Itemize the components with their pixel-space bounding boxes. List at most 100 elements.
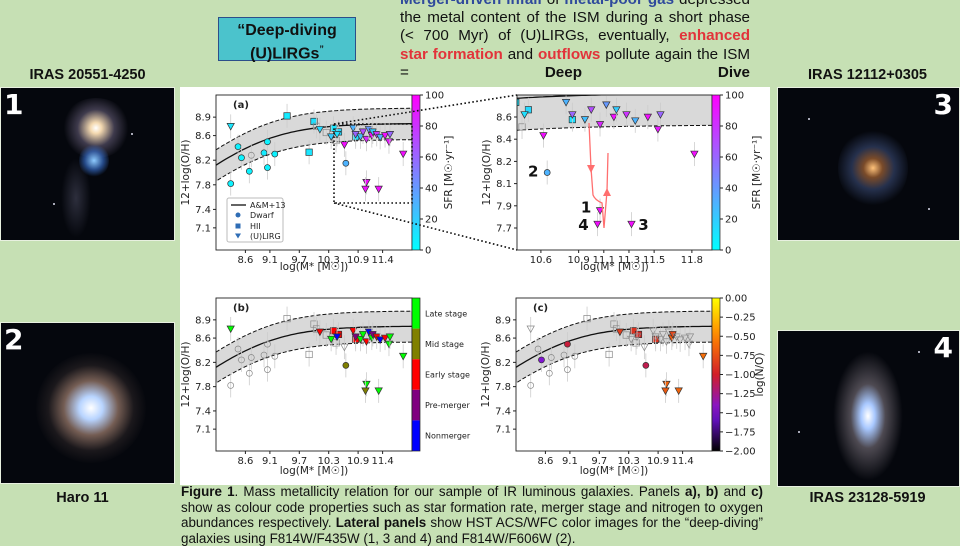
x-tick-label: 10.3 xyxy=(318,255,340,266)
galaxy-image-4: 4 xyxy=(777,330,960,487)
y-tick-label: 8.6 xyxy=(195,131,211,142)
colorbar-tick-label: 0 xyxy=(725,246,731,257)
data-point-ulirg xyxy=(602,101,611,110)
y-tick-label: 7.7 xyxy=(496,224,512,235)
intro-text: depressed the metal content of the ISM d… xyxy=(400,0,750,45)
data-point-ulirg xyxy=(248,96,255,103)
data-point-dwarf xyxy=(234,143,242,151)
y-tick-label: 8.9 xyxy=(495,315,511,326)
y-tick-label: 8.6 xyxy=(195,334,211,345)
x-axis-label: log(M* [M☉]) xyxy=(580,465,649,477)
caption-panels-ab: a), b) xyxy=(684,484,719,499)
deep-diver-label: 3 xyxy=(638,216,648,234)
data-point-ulirg xyxy=(661,387,670,396)
colorbar-tick-label: −0.25 xyxy=(725,313,756,324)
data-point-ulirg xyxy=(593,220,602,229)
data-point-ulirg xyxy=(315,126,325,134)
data-point-ulirg xyxy=(356,335,365,344)
colorbar-tick-label: −2.00 xyxy=(725,447,756,458)
caption-figure-label: Figure 1 xyxy=(181,484,235,499)
data-point-dwarf xyxy=(534,345,542,353)
lower-scatter-line xyxy=(516,341,712,384)
data-point-ulirg xyxy=(658,331,668,339)
data-point-hii xyxy=(524,106,532,114)
colorbar-tick-label: 40 xyxy=(725,184,738,195)
x-tick-label: 9.1 xyxy=(262,255,278,266)
colorbar-segment xyxy=(412,359,420,390)
data-point-dwarf xyxy=(342,362,350,369)
data-point-hii xyxy=(305,350,313,359)
data-point-ulirg xyxy=(385,333,395,342)
data-point-ulirg xyxy=(622,111,631,119)
data-point-dwarf xyxy=(564,340,571,348)
data-point-ulirg xyxy=(398,352,408,361)
data-point-hii xyxy=(518,123,526,131)
colorbar-tick-label: 40 xyxy=(425,184,438,195)
data-point-dwarf xyxy=(642,362,650,369)
data-point-dwarf xyxy=(247,151,255,159)
data-point-dwarf xyxy=(564,366,571,373)
data-point-ulirg xyxy=(662,380,671,389)
data-point-dwarf xyxy=(264,366,271,373)
data-point-ulirg xyxy=(653,126,663,134)
figure-caption: Figure 1. Mass metallicity relation for … xyxy=(181,484,763,546)
y-tick-label: 7.4 xyxy=(195,406,211,417)
y-tick-label: 7.8 xyxy=(495,382,511,393)
data-point-ulirg xyxy=(349,327,358,336)
data-point-hii xyxy=(332,339,340,347)
y-tick-label: 8.4 xyxy=(496,135,512,146)
data-point-dwarf xyxy=(342,159,350,167)
data-point-hii xyxy=(632,339,640,347)
data-point-dwarf xyxy=(260,351,268,359)
intro-text: pollute again the ISM = xyxy=(400,45,751,81)
x-tick-label: 10.3 xyxy=(618,456,640,467)
data-point-dwarf xyxy=(271,352,279,360)
data-point-dwarf xyxy=(234,345,242,353)
intro-highlight-gas: metal-poor gas xyxy=(564,0,674,8)
colorbar-tick-label: 100 xyxy=(725,91,744,102)
data-point-ulirg xyxy=(226,325,235,334)
data-point-dwarf xyxy=(264,138,271,146)
data-point-ulirg xyxy=(375,134,385,142)
colorbar-tick-label: 0 xyxy=(425,246,431,257)
data-point-ulirg xyxy=(477,102,484,109)
panel-zoom: 214 310.6 10.9 11.1 11.3 11.5 11.88.68.48.28.1… xyxy=(248,91,763,274)
data-point-dwarf xyxy=(245,167,253,175)
y-tick-label: 7.8 xyxy=(195,180,211,191)
galaxy-label-4: IRAS 23128-5919 xyxy=(809,490,926,506)
x-tick-label: 10.9 xyxy=(347,456,369,467)
data-point-ulirg xyxy=(626,335,636,344)
colorbar-stage-label: Early stage xyxy=(425,371,470,380)
y-tick-label: 8.6 xyxy=(496,113,512,124)
data-point-dwarf xyxy=(276,158,282,164)
y-tick-label: 8.2 xyxy=(496,157,512,168)
x-tick-label: 10.9 xyxy=(647,456,669,467)
panel-a: (a) 8.6 9.1 9.7 10.3 10.9 11.4 8.9 8.6 8.2 7.8 7.4 7… xyxy=(180,91,455,274)
data-point-dwarf xyxy=(227,382,235,389)
legend-hii-icon xyxy=(235,223,241,229)
data-point-ulirg xyxy=(698,352,708,361)
colorbar-frame xyxy=(411,94,421,251)
data-point-hii xyxy=(305,148,313,156)
y-tick-label: 7.9 xyxy=(496,201,512,212)
data-point-ulirg xyxy=(539,132,548,140)
intro-deep-dive: Deep Dive xyxy=(544,63,750,81)
data-point-ulirg xyxy=(340,343,349,352)
colorbar-segment xyxy=(412,389,420,421)
plot-area xyxy=(516,306,712,403)
colorbar-frame xyxy=(711,297,721,452)
galaxy-number-1: 1 xyxy=(4,88,24,121)
data-point-ulirg xyxy=(385,131,395,139)
title-box: “Deep-diving (U)LIRGs” xyxy=(218,17,356,62)
data-point-hii xyxy=(322,128,330,137)
colorbar-label: log(N/O) xyxy=(754,353,766,397)
colorbar-segment xyxy=(412,420,420,451)
data-point-ulirg xyxy=(615,328,625,337)
x-tick-label: 9.1 xyxy=(262,456,278,467)
legend-entry-label: HII xyxy=(250,222,261,231)
data-point-ulirg xyxy=(398,150,408,159)
colorbar-tick-label: 80 xyxy=(725,122,738,133)
colorbar-segment xyxy=(412,298,420,329)
